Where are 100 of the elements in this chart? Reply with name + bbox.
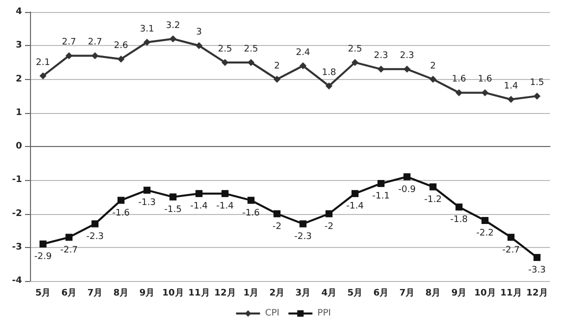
y-tick-label: -1: [12, 175, 22, 186]
data-label: 2.1: [36, 58, 50, 68]
data-label: -1.4: [216, 202, 234, 212]
x-tick-label: 9月: [139, 288, 155, 298]
x-tick-label: 12月: [214, 288, 236, 298]
data-label: -2: [324, 222, 334, 232]
data-label: 2.5: [218, 44, 232, 54]
point: [534, 254, 540, 261]
data-label: -2.7: [60, 245, 78, 256]
point: [534, 92, 540, 100]
point: [170, 193, 176, 200]
data-label: -1.4: [190, 202, 208, 212]
y-tick-label: 2: [16, 74, 22, 84]
point: [300, 220, 306, 228]
data-label: 1.6: [478, 74, 492, 85]
point: [378, 180, 384, 187]
y-tick-label: -4: [12, 276, 22, 286]
point: [326, 82, 332, 90]
data-label: -1.1: [372, 191, 390, 202]
point: [196, 190, 202, 198]
point: [404, 173, 410, 180]
point: [66, 52, 72, 60]
x-tick-label: 11月: [500, 288, 522, 298]
point: [196, 42, 202, 50]
legend-label: CPI: [265, 308, 280, 318]
point: [482, 89, 488, 96]
point: [274, 76, 280, 83]
data-label: -2: [272, 222, 282, 232]
data-label: 2.4: [296, 48, 310, 58]
point: [456, 89, 462, 96]
point: [144, 186, 150, 194]
point: [222, 190, 228, 198]
data-label: 3.2: [166, 20, 180, 31]
data-label: 2.6: [114, 41, 128, 52]
x-tick-label: 10月: [474, 288, 496, 298]
y-tick-label: 1: [16, 108, 22, 118]
x-tick-label: 6月: [61, 288, 77, 298]
point: [92, 220, 98, 228]
point: [118, 56, 124, 63]
point: [144, 38, 150, 46]
point: [456, 204, 462, 211]
data-label: 2.7: [88, 38, 102, 48]
data-label: -1.6: [112, 208, 130, 218]
point: [40, 240, 46, 248]
point: [248, 58, 254, 66]
x-tick-label: 11月: [188, 288, 210, 298]
point: [118, 196, 124, 204]
point: [92, 52, 98, 60]
point: [352, 190, 358, 198]
data-label: -1.4: [346, 202, 364, 212]
x-tick-label: 9月: [451, 288, 467, 298]
x-tick-label: 5月: [35, 288, 51, 298]
data-label: 3: [196, 28, 202, 38]
point: [430, 183, 436, 190]
data-label: -1.6: [242, 208, 260, 218]
data-label: -3.3: [528, 265, 546, 276]
x-tick-label: 5月: [347, 288, 363, 298]
point: [404, 66, 410, 73]
point: [508, 234, 514, 241]
data-label: -1.5: [164, 204, 182, 215]
data-label: -2.7: [502, 245, 520, 256]
point: [508, 96, 514, 103]
data-label: -0.9: [398, 184, 416, 195]
point: [482, 216, 488, 224]
y-tick-label: 3: [16, 40, 22, 51]
data-label: -2.3: [294, 232, 312, 242]
x-tick-label: 1月: [243, 288, 259, 298]
x-tick-label: 7月: [87, 288, 103, 298]
point: [300, 62, 306, 70]
point: [378, 66, 384, 73]
x-tick-label: 2月: [269, 288, 285, 298]
data-label: -2.3: [86, 232, 104, 242]
point: [248, 196, 254, 204]
data-label: 1.6: [452, 74, 466, 85]
point: [40, 72, 46, 80]
data-label: 3.1: [140, 24, 154, 34]
point: [274, 210, 280, 218]
y-tick-label: -2: [12, 208, 22, 219]
point: [170, 35, 176, 42]
point: [430, 76, 436, 83]
data-label: 2.5: [244, 44, 258, 54]
data-label: 1.5: [530, 78, 544, 88]
data-label: 2.5: [348, 44, 362, 54]
data-label: 2.3: [400, 51, 414, 62]
point: [326, 210, 332, 218]
data-label: -2.9: [34, 252, 52, 262]
x-tick-label: 12月: [526, 288, 548, 298]
data-label: 2.3: [374, 51, 388, 62]
data-label: -1.2: [424, 194, 442, 205]
data-label: 1.4: [504, 81, 518, 92]
x-tick-label: 10月: [162, 288, 184, 298]
point: [222, 58, 228, 66]
data-label: 2: [430, 61, 436, 72]
x-tick-label: 7月: [399, 288, 415, 298]
data-label: -1.3: [138, 198, 156, 208]
data-label: -2.2: [476, 228, 494, 238]
y-tick-label: -3: [12, 242, 22, 252]
x-tick-label: 8月: [425, 288, 441, 298]
x-tick-label: 6月: [373, 288, 389, 298]
data-label: 2.7: [62, 38, 76, 48]
